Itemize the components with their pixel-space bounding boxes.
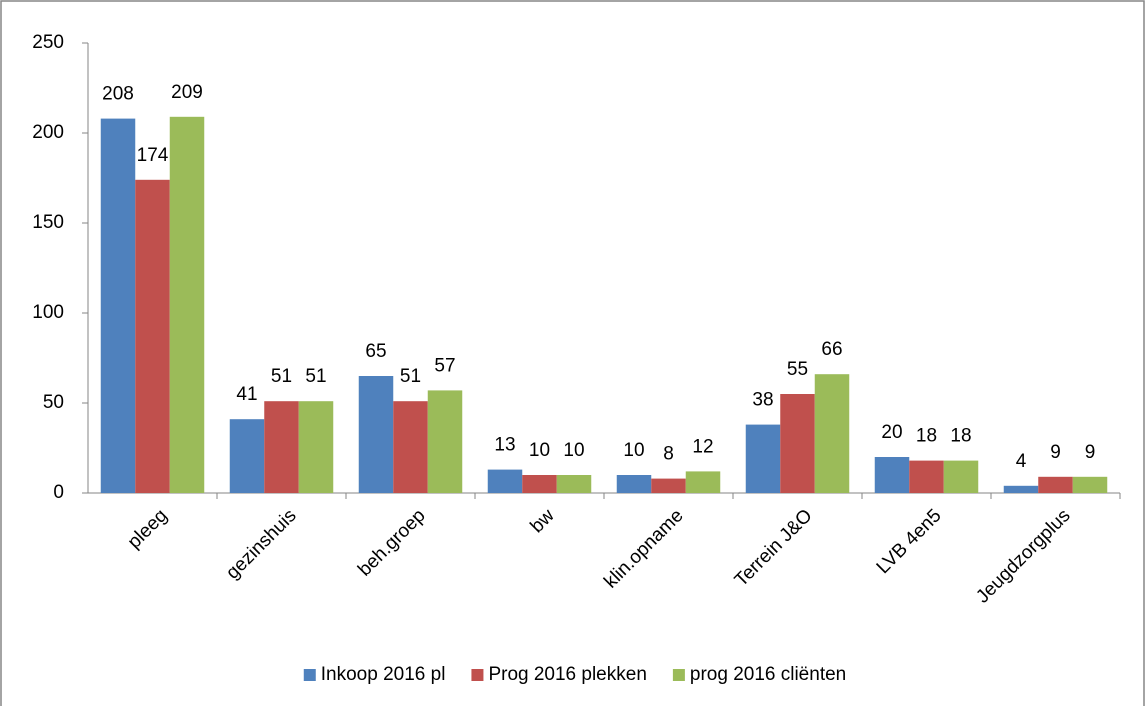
data-label: 18 [916,426,937,447]
data-label: 20 [881,422,902,443]
data-label: 65 [365,341,386,362]
bar [522,475,557,493]
x-tick-label: Jeugdzorgplus [972,505,1074,607]
x-tick-label: pleeg [124,505,172,553]
data-label: 18 [950,426,971,447]
y-tick-label: 50 [43,392,64,413]
y-tick-label: 100 [32,302,64,323]
x-tick-label: LVB 4en5 [873,505,946,578]
data-label: 9 [1050,442,1061,463]
legend-swatch [672,669,685,681]
bar [780,394,815,493]
bar [100,118,136,493]
x-tick-label: gezinshuis [222,505,300,583]
data-label: 51 [400,366,421,387]
bar [909,460,944,493]
data-label: 57 [434,355,455,376]
data-label: 12 [692,436,713,457]
data-label: 174 [137,145,169,166]
data-label: 13 [494,435,515,456]
data-label: 9 [1085,442,1096,463]
legend-swatch [303,669,316,681]
bar [651,478,686,493]
bar [264,401,299,493]
bar [487,469,523,493]
bar [1072,476,1108,493]
legend-swatch [471,669,484,681]
bar [943,460,979,493]
data-label: 41 [236,384,257,405]
bar [169,116,205,494]
data-label: 8 [663,444,674,465]
bar [556,475,592,493]
data-label: 10 [529,440,550,461]
x-tick-label: bw [527,505,559,537]
legend-label: Inkoop 2016 pl [321,664,446,685]
legend-label: prog 2016 cliënten [690,664,846,685]
bar [135,179,170,494]
data-label: 51 [305,366,326,387]
y-tick-label: 250 [32,32,64,53]
data-label: 209 [171,82,203,103]
bar [1038,476,1073,493]
bar [685,471,721,493]
legend-label: Prog 2016 plekken [488,664,646,685]
data-label: 208 [102,84,134,105]
data-label: 38 [752,390,773,411]
bar [229,419,265,493]
data-label: 66 [821,339,842,360]
y-tick-label: 0 [53,482,64,503]
bar [616,475,652,493]
x-tick-label: Terrein J&O [731,505,817,591]
data-label: 4 [1016,451,1027,472]
data-label: 10 [623,440,644,461]
x-tick-label: beh.groep [354,505,429,580]
bar [427,390,463,493]
bar [298,401,334,493]
bar [358,376,394,493]
y-tick-label: 200 [32,122,64,143]
data-label: 51 [271,366,292,387]
bar [814,374,850,493]
bar [874,457,910,493]
x-tick-label: klin.opname [600,505,687,592]
bar [393,401,428,493]
data-label: 10 [563,440,584,461]
y-tick-label: 150 [32,212,64,233]
data-label: 55 [787,359,808,380]
bar [1003,485,1039,493]
legend: Inkoop 2016 pl Prog 2016 plekken prog 2016… [303,664,846,685]
bar [745,424,781,493]
